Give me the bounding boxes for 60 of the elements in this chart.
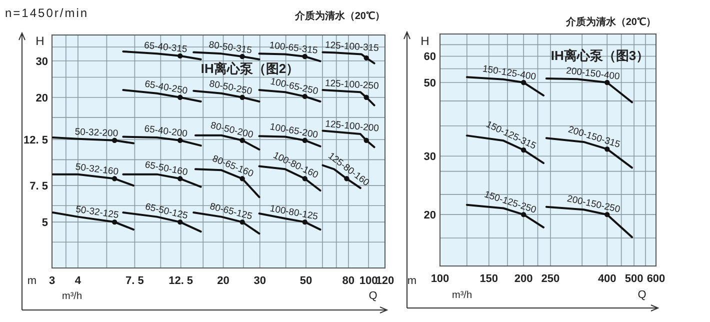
text: IH离心泵（图3） — [550, 48, 650, 63]
y-tick-label: 7. 5 — [30, 180, 48, 193]
text: 100-65-315 — [268, 40, 318, 57]
text: 65-50-125 — [144, 201, 189, 222]
y-tick-label: 60 — [424, 51, 436, 64]
x-tick-label: 3 — [48, 275, 56, 287]
text: 150-125-400 — [482, 64, 537, 83]
x-tick-label: 150 — [480, 273, 498, 285]
text: n=1450r/min — [5, 6, 89, 20]
y-tick-label: 12. 5 — [24, 134, 48, 147]
x-tick-label: 100 — [430, 273, 450, 285]
y-tick-label: 30 — [36, 56, 48, 68]
x-tick-label: 20 — [217, 275, 230, 287]
text: m — [27, 275, 37, 287]
text: IH离心泵（图2） — [200, 61, 300, 76]
text: 80-50-315 — [208, 40, 253, 56]
text: 50-32-125 — [74, 204, 120, 222]
series-label: 125-100-250 — [324, 78, 380, 92]
text: 100-65-250 — [269, 76, 320, 98]
text: 100-80-125 — [269, 203, 319, 223]
x-axis-title: Q — [368, 290, 378, 302]
x-tick-label: 30 — [254, 275, 266, 287]
x-tick-label: 250 — [541, 273, 560, 285]
y-tick-label: 30 — [424, 151, 436, 164]
text: m — [407, 275, 417, 287]
y-tick-label: 50 — [424, 78, 436, 90]
text: 65-40-200 — [144, 124, 188, 140]
text: m³/h — [62, 291, 82, 302]
x-tick-label: 50 — [300, 275, 312, 287]
text: 65-40-250 — [144, 78, 188, 97]
text: 50-32-160 — [74, 162, 120, 178]
x-tick-label: 600 — [646, 273, 666, 285]
y-axis-title: H — [420, 34, 430, 48]
x-tick-label: 400 — [598, 273, 616, 285]
series-label: 125-100-200 — [324, 118, 380, 134]
y-tick-label: 5 — [42, 217, 48, 230]
x-tick-label: 80 — [342, 275, 355, 287]
x-tick-label: 100 — [359, 275, 378, 287]
x-tick-label: 4 — [74, 275, 82, 287]
x-tick-label: 500 — [624, 273, 644, 285]
x-tick-label: 120 — [376, 275, 394, 287]
text: 80-65-125 — [208, 201, 254, 222]
text: m³/h — [452, 290, 472, 301]
y-tick-label: 20 — [424, 210, 436, 222]
y-tick-label: 20 — [36, 92, 48, 104]
text: 65-50-160 — [144, 159, 189, 178]
x-axis-title: Q — [638, 289, 647, 301]
text: 200-150-400 — [566, 65, 620, 83]
x-tick-label: 7. 5 — [126, 275, 144, 287]
series-label: 125-100-315 — [324, 40, 380, 54]
series-label: 50-32-200 — [74, 126, 118, 140]
text: 介质为清水（20℃） — [564, 16, 656, 28]
text: 80-50-200 — [210, 120, 254, 141]
x-tick-label: 200 — [514, 273, 533, 285]
text: 80-50-250 — [208, 78, 253, 98]
text: 100-65-200 — [269, 122, 319, 141]
text: 介质为清水（20℃） — [294, 10, 385, 22]
text: 65-40-315 — [144, 40, 188, 56]
y-axis-title: H — [36, 34, 44, 48]
x-tick-label: 12. 5 — [168, 275, 194, 287]
